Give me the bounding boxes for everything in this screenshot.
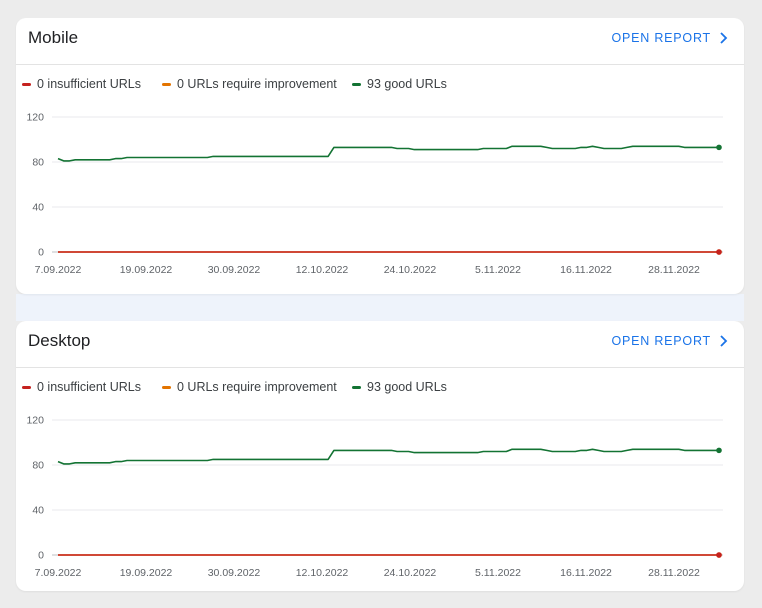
mobile-open-report-button[interactable]: OPEN REPORT — [611, 31, 728, 45]
legend-label: 0 URLs require improvement — [177, 380, 337, 394]
x-tick-label: 16.11.2022 — [560, 567, 612, 579]
desktop-card: Desktop OPEN REPORT 0 insufficient URLs … — [16, 321, 744, 591]
x-tick-label: 24.10.2022 — [384, 567, 437, 579]
mobile-card: Mobile OPEN REPORT 0 insufficient URLs 0… — [16, 18, 744, 294]
mobile-card-header: Mobile OPEN REPORT — [16, 18, 744, 65]
legend-label: 0 URLs require improvement — [177, 77, 337, 91]
x-tick-label: 12.10.2022 — [296, 264, 349, 276]
chevron-right-icon — [720, 32, 728, 44]
legend-label: 0 insufficient URLs — [37, 77, 141, 91]
legend-swatch-red — [22, 385, 31, 389]
x-tick-label: 16.11.2022 — [560, 264, 612, 276]
mobile-legend: 0 insufficient URLs 0 URLs require impro… — [22, 76, 447, 92]
desktop-card-title: Desktop — [28, 331, 91, 350]
legend-label: 93 good URLs — [367, 77, 447, 91]
desktop-chart: 0 40 80 120 7.09.2022 19.09.2022 30.09.2022 12.… — [26, 415, 723, 579]
x-tick-label: 30.09.2022 — [208, 264, 261, 276]
desktop-card-header: Desktop OPEN REPORT — [16, 321, 744, 368]
legend-label: 93 good URLs — [367, 380, 447, 394]
legend-item-needs-improvement[interactable]: 0 URLs require improvement — [162, 380, 352, 394]
legend-swatch-orange — [162, 385, 171, 389]
y-tick-label: 40 — [32, 202, 44, 214]
legend-item-insufficient[interactable]: 0 insufficient URLs — [22, 380, 162, 394]
insufficient-urls-line-end-point — [716, 552, 722, 558]
open-report-label: OPEN REPORT — [611, 31, 711, 45]
y-tick-label: 80 — [32, 460, 44, 472]
section-gap — [16, 294, 744, 321]
good-urls-line — [57, 145, 719, 162]
x-tick-label: 5.11.2022 — [475, 264, 521, 276]
legend-item-needs-improvement[interactable]: 0 URLs require improvement — [162, 77, 352, 91]
x-tick-label: 19.09.2022 — [120, 567, 173, 579]
desktop-open-report-button[interactable]: OPEN REPORT — [611, 334, 728, 348]
y-tick-label: 0 — [38, 247, 44, 259]
x-tick-label: 28.11.2022 — [648, 264, 700, 276]
good-urls-line-end-point — [716, 447, 722, 454]
y-tick-label: 80 — [32, 157, 44, 169]
legend-item-insufficient[interactable]: 0 insufficient URLs — [22, 77, 162, 91]
x-tick-label: 19.09.2022 — [120, 264, 173, 276]
legend-swatch-red — [22, 82, 31, 86]
legend-item-good[interactable]: 93 good URLs — [352, 380, 447, 394]
x-tick-label: 24.10.2022 — [384, 264, 437, 276]
legend-swatch-green — [352, 385, 361, 389]
legend-swatch-green — [352, 82, 361, 86]
good-urls-line-end-point — [716, 144, 722, 151]
y-tick-label: 120 — [26, 112, 44, 124]
mobile-card-title: Mobile — [28, 28, 79, 47]
chevron-right-icon — [720, 335, 728, 347]
legend-label: 0 insufficient URLs — [37, 380, 141, 394]
x-tick-label: 5.11.2022 — [475, 567, 521, 579]
y-tick-label: 40 — [32, 505, 44, 517]
y-tick-label: 120 — [26, 415, 44, 427]
x-tick-label: 28.11.2022 — [648, 567, 700, 579]
good-urls-line — [57, 448, 719, 465]
x-tick-label: 7.09.2022 — [35, 264, 82, 276]
x-tick-label: 30.09.2022 — [208, 567, 261, 579]
mobile-chart: 0 40 80 120 7.09.2022 19.09.2022 30.09.2022 12.… — [26, 112, 723, 276]
desktop-legend: 0 insufficient URLs 0 URLs require impro… — [22, 379, 447, 395]
x-tick-label: 7.09.2022 — [35, 567, 82, 579]
legend-swatch-orange — [162, 82, 171, 86]
insufficient-urls-line-end-point — [716, 249, 722, 255]
open-report-label: OPEN REPORT — [611, 334, 711, 348]
legend-item-good[interactable]: 93 good URLs — [352, 77, 447, 91]
x-tick-label: 12.10.2022 — [296, 567, 349, 579]
y-tick-label: 0 — [38, 550, 44, 562]
